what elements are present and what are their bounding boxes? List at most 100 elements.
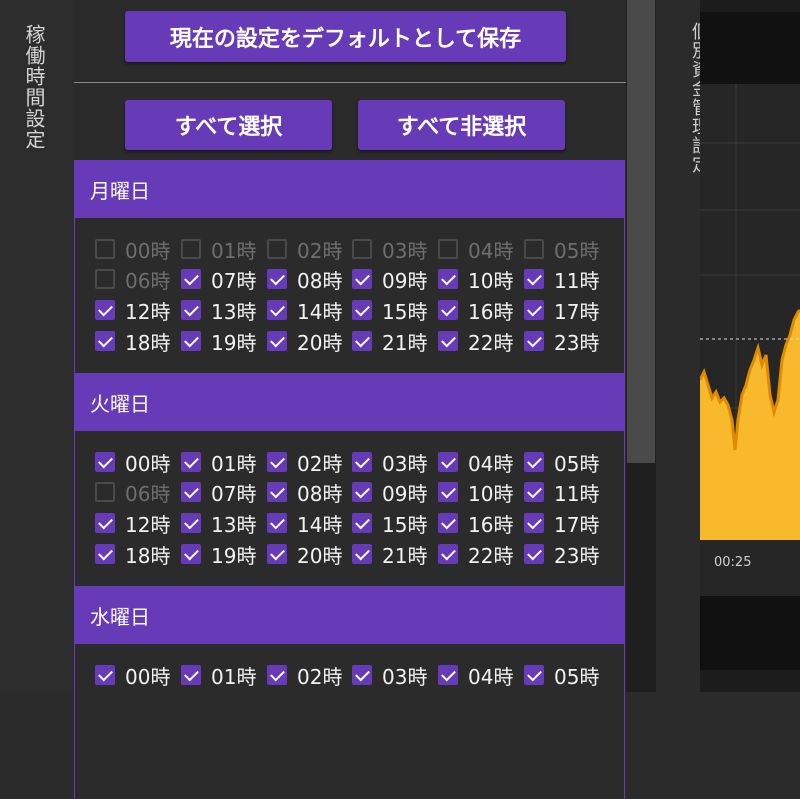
hour-checkbox-item[interactable]: 04時 [438, 662, 513, 689]
checkbox-checked-icon[interactable] [95, 452, 115, 472]
hour-checkbox-item[interactable]: 00時 [95, 662, 170, 689]
hour-checkbox-item[interactable]: 04時 [438, 236, 513, 263]
hour-checkbox-item[interactable]: 00時 [95, 236, 170, 263]
checkbox-checked-icon[interactable] [181, 665, 201, 685]
checkbox-checked-icon[interactable] [95, 331, 115, 351]
checkbox-checked-icon[interactable] [438, 513, 458, 533]
checkbox-checked-icon[interactable] [267, 269, 287, 289]
hour-checkbox-item[interactable]: 17時 [524, 510, 599, 537]
hour-checkbox-item[interactable]: 20時 [267, 541, 342, 568]
checkbox-checked-icon[interactable] [438, 482, 458, 502]
hour-checkbox-item[interactable]: 10時 [438, 479, 513, 506]
checkbox-unchecked-icon[interactable] [181, 239, 201, 259]
hour-checkbox-item[interactable]: 10時 [438, 266, 513, 293]
checkbox-checked-icon[interactable] [181, 544, 201, 564]
deselect-all-button[interactable]: すべて非選択 [358, 100, 565, 150]
checkbox-checked-icon[interactable] [524, 269, 544, 289]
checkbox-unchecked-icon[interactable] [267, 239, 287, 259]
hour-checkbox-item[interactable]: 14時 [267, 297, 342, 324]
hour-checkbox-item[interactable]: 05時 [524, 449, 599, 476]
checkbox-checked-icon[interactable] [352, 452, 372, 472]
hour-checkbox-item[interactable]: 07時 [181, 266, 256, 293]
hour-checkbox-item[interactable]: 01時 [181, 449, 256, 476]
hour-checkbox-item[interactable]: 11時 [524, 266, 599, 293]
checkbox-checked-icon[interactable] [438, 331, 458, 351]
hour-checkbox-item[interactable]: 21時 [352, 541, 427, 568]
checkbox-checked-icon[interactable] [181, 482, 201, 502]
hour-checkbox-item[interactable]: 01時 [181, 662, 256, 689]
scrollbar-thumb[interactable] [627, 0, 655, 463]
checkbox-checked-icon[interactable] [524, 665, 544, 685]
checkbox-checked-icon[interactable] [181, 513, 201, 533]
hour-checkbox-item[interactable]: 12時 [95, 510, 170, 537]
save-default-button[interactable]: 現在の設定をデフォルトとして保存 [125, 11, 566, 62]
hour-checkbox-item[interactable]: 02時 [267, 662, 342, 689]
hour-checkbox-item[interactable]: 01時 [181, 236, 256, 263]
checkbox-checked-icon[interactable] [181, 331, 201, 351]
hour-checkbox-item[interactable]: 07時 [181, 479, 256, 506]
hour-checkbox-item[interactable]: 22時 [438, 328, 513, 355]
checkbox-checked-icon[interactable] [438, 665, 458, 685]
hour-checkbox-item[interactable]: 14時 [267, 510, 342, 537]
hour-checkbox-item[interactable]: 19時 [181, 541, 256, 568]
checkbox-checked-icon[interactable] [95, 544, 115, 564]
hour-checkbox-item[interactable]: 08時 [267, 479, 342, 506]
checkbox-checked-icon[interactable] [181, 269, 201, 289]
hour-checkbox-item[interactable]: 12時 [95, 297, 170, 324]
checkbox-checked-icon[interactable] [267, 452, 287, 472]
hour-checkbox-item[interactable]: 03時 [352, 449, 427, 476]
day-header[interactable]: 火曜日 [74, 373, 625, 431]
checkbox-checked-icon[interactable] [267, 544, 287, 564]
hour-checkbox-item[interactable]: 18時 [95, 328, 170, 355]
checkbox-checked-icon[interactable] [181, 452, 201, 472]
checkbox-checked-icon[interactable] [524, 513, 544, 533]
checkbox-checked-icon[interactable] [267, 513, 287, 533]
checkbox-unchecked-icon[interactable] [352, 239, 372, 259]
checkbox-checked-icon[interactable] [95, 300, 115, 320]
hour-checkbox-item[interactable]: 20時 [267, 328, 342, 355]
hour-checkbox-item[interactable]: 05時 [524, 236, 599, 263]
hour-checkbox-item[interactable]: 04時 [438, 449, 513, 476]
checkbox-checked-icon[interactable] [352, 665, 372, 685]
checkbox-unchecked-icon[interactable] [95, 269, 115, 289]
hour-checkbox-item[interactable]: 21時 [352, 328, 427, 355]
checkbox-checked-icon[interactable] [524, 544, 544, 564]
hour-checkbox-item[interactable]: 22時 [438, 541, 513, 568]
checkbox-checked-icon[interactable] [95, 665, 115, 685]
checkbox-checked-icon[interactable] [181, 300, 201, 320]
hour-checkbox-item[interactable]: 23時 [524, 328, 599, 355]
day-header[interactable]: 水曜日 [74, 586, 625, 644]
checkbox-checked-icon[interactable] [267, 331, 287, 351]
hour-checkbox-item[interactable]: 13時 [181, 297, 256, 324]
hour-checkbox-item[interactable]: 03時 [352, 236, 427, 263]
hour-checkbox-item[interactable]: 18時 [95, 541, 170, 568]
hour-checkbox-item[interactable]: 16時 [438, 510, 513, 537]
checkbox-unchecked-icon[interactable] [95, 482, 115, 502]
checkbox-checked-icon[interactable] [267, 665, 287, 685]
hour-checkbox-item[interactable]: 06時 [95, 266, 170, 293]
hour-checkbox-item[interactable]: 02時 [267, 449, 342, 476]
checkbox-unchecked-icon[interactable] [524, 239, 544, 259]
checkbox-checked-icon[interactable] [352, 300, 372, 320]
checkbox-checked-icon[interactable] [267, 300, 287, 320]
checkbox-checked-icon[interactable] [352, 482, 372, 502]
hour-checkbox-item[interactable]: 03時 [352, 662, 427, 689]
hour-checkbox-item[interactable]: 08時 [267, 266, 342, 293]
checkbox-checked-icon[interactable] [352, 513, 372, 533]
checkbox-checked-icon[interactable] [352, 269, 372, 289]
hour-checkbox-item[interactable]: 15時 [352, 297, 427, 324]
checkbox-unchecked-icon[interactable] [95, 239, 115, 259]
checkbox-checked-icon[interactable] [524, 300, 544, 320]
checkbox-checked-icon[interactable] [438, 544, 458, 564]
checkbox-checked-icon[interactable] [524, 331, 544, 351]
hour-checkbox-item[interactable]: 23時 [524, 541, 599, 568]
hour-checkbox-item[interactable]: 06時 [95, 479, 170, 506]
checkbox-checked-icon[interactable] [524, 482, 544, 502]
hour-checkbox-item[interactable]: 09時 [352, 266, 427, 293]
hour-checkbox-item[interactable]: 00時 [95, 449, 170, 476]
hour-checkbox-item[interactable]: 17時 [524, 297, 599, 324]
checkbox-checked-icon[interactable] [267, 482, 287, 502]
checkbox-checked-icon[interactable] [352, 544, 372, 564]
checkbox-checked-icon[interactable] [438, 269, 458, 289]
hour-checkbox-item[interactable]: 05時 [524, 662, 599, 689]
